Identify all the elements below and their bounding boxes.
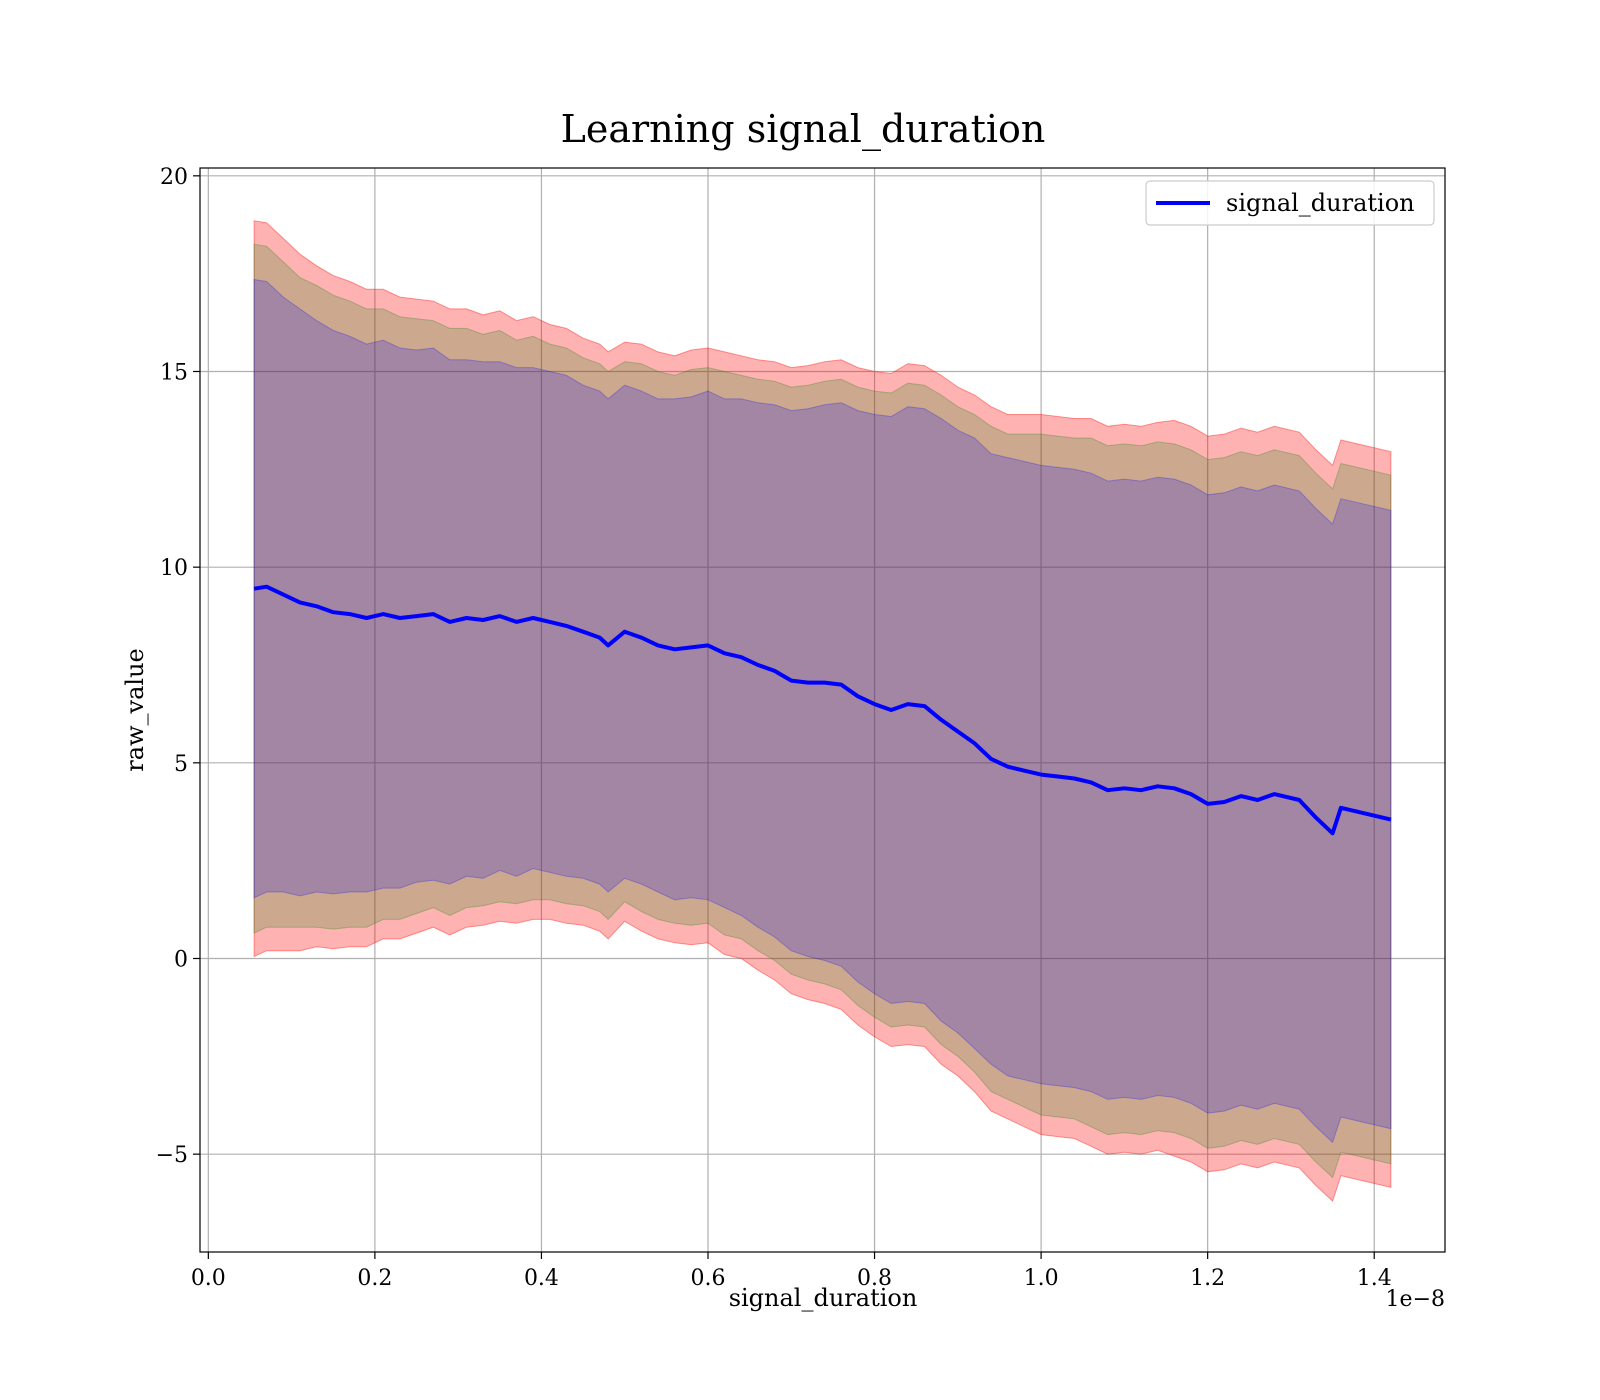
x-axis-label: signal_duration — [729, 1284, 918, 1312]
confidence-band-1 — [253, 243, 1392, 1179]
legend-box — [1145, 180, 1435, 226]
y-axis-ticks: −5 0 5 10 15 20 — [156, 165, 200, 1168]
legend-label-signal-duration: signal_duration — [1226, 189, 1415, 217]
x-tick-label: 0.8 — [857, 1266, 892, 1291]
y-tick-label: −5 — [156, 1143, 188, 1168]
x-tick-label: 1.4 — [1357, 1266, 1392, 1291]
y-tick-label: 5 — [174, 752, 188, 777]
y-tick-label: 15 — [160, 360, 188, 385]
confidence-band-0 — [253, 220, 1392, 1203]
y-tick-label: 20 — [160, 165, 188, 190]
series-line-signal-duration — [253, 584, 1392, 836]
confidence-bands — [253, 220, 1392, 1203]
x-tick-label: 0.4 — [524, 1266, 559, 1291]
x-tick-label: 0.2 — [357, 1266, 392, 1291]
x-axis-offset-text: 1e−8 — [1386, 1287, 1445, 1312]
grid — [200, 168, 1445, 1252]
chart-title: Learning signal_duration — [561, 107, 1046, 152]
y-tick-label: 10 — [160, 556, 188, 581]
x-tick-label: 0.6 — [690, 1266, 725, 1291]
series-lines — [253, 584, 1392, 836]
y-tick-label: 0 — [174, 947, 188, 972]
plot-frame — [199, 167, 1446, 1253]
legend: signal_duration — [1145, 180, 1435, 226]
x-tick-label: 0.0 — [191, 1266, 226, 1291]
x-axis-ticks: 0.0 0.2 0.4 0.6 0.8 1.0 1.2 1.4 — [191, 1252, 1392, 1291]
confidence-band-2 — [253, 278, 1392, 1144]
x-tick-label: 1.2 — [1190, 1266, 1225, 1291]
x-tick-label: 1.0 — [1024, 1266, 1059, 1291]
y-axis-label: raw_value — [121, 648, 149, 772]
